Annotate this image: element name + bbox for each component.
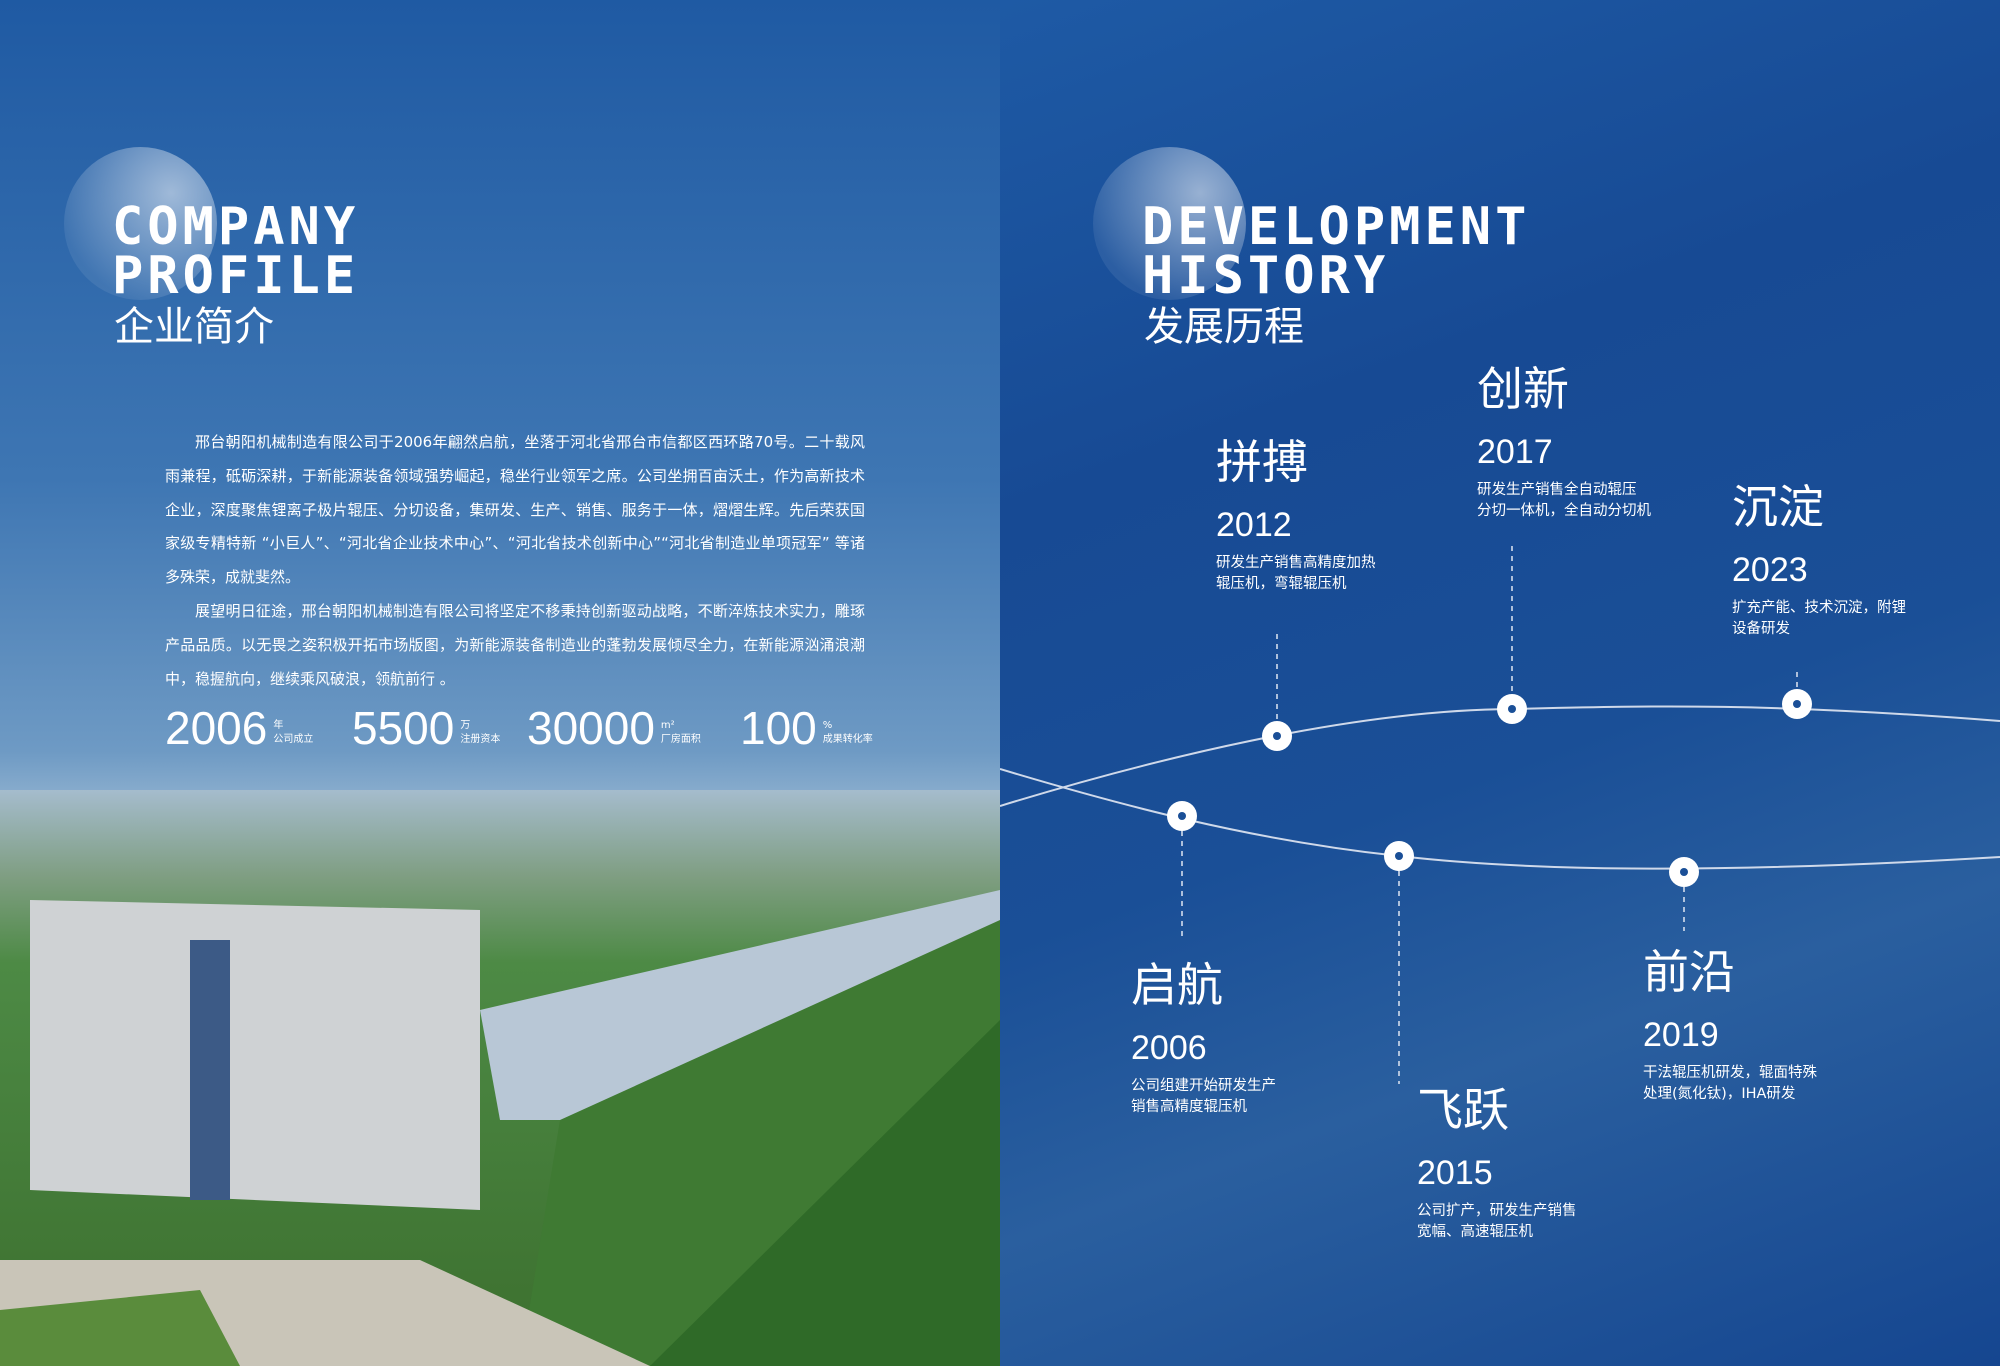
timeline-curve-lower [1000,768,2000,870]
development-history-page: DEVELOPMENT HISTORY 发展历程 启航 2006 公司组建开始研发生产… [1000,0,2000,1366]
milestone-2019: 前沿 2019 干法辊压机研发，辊面特殊 处理(氮化钛)，IHA研发 [1643,945,1817,1102]
stat-area: 30000 m² 厂房面积 [527,702,701,754]
milestone-2015: 飞跃 2015 公司扩产，研发生产销售 宽幅、高速辊压机 [1417,1083,1577,1240]
milestone-2006: 启航 2006 公司组建开始研发生产 销售高精度辊压机 [1131,958,1276,1115]
stat-founded: 2006 年公司成立 [165,702,314,754]
company-profile-page: COMPANY PROFILE 企业简介 邢台朝阳机械制造有限公司于2006年翩然… [0,0,1000,1366]
timeline-curve-upper [1000,705,2000,807]
factory-aerial-photo [0,790,1000,1366]
profile-text: 邢台朝阳机械制造有限公司于2006年翩然启航，坐落于河北省邢台市信都区西环路70… [165,426,865,696]
paragraph: 邢台朝阳机械制造有限公司于2006年翩然启航，坐落于河北省邢台市信都区西环路70… [165,433,865,587]
stat-conversion: 100% 成果转化率 [740,702,873,754]
milestone-2017: 创新 2017 研发生产销售全自动辊压 分切一体机，全自动分切机 [1477,362,1651,519]
profile-title-en: COMPANY PROFILE [112,197,360,306]
stat-capital: 5500 万注册资本 [352,702,501,754]
history-title-en: DEVELOPMENT HISTORY [1142,197,1531,306]
milestone-2023: 沉淀 2023 扩充产能、技术沉淀，附锂 设备研发 [1732,480,1906,637]
history-title-cn: 发展历程 [1144,304,1304,350]
milestone-2012: 拼搏 2012 研发生产销售高精度加热 辊压机，弯辊辊压机 [1216,435,1376,592]
decorative-circle [1093,147,1246,300]
decorative-circle [64,147,217,300]
profile-title-cn: 企业简介 [114,304,274,350]
paragraph: 展望明日征途，邢台朝阳机械制造有限公司将坚定不移秉持创新驱动战略，不断淬炼技术实… [165,601,865,688]
timeline-graphic [1000,546,2000,1084]
